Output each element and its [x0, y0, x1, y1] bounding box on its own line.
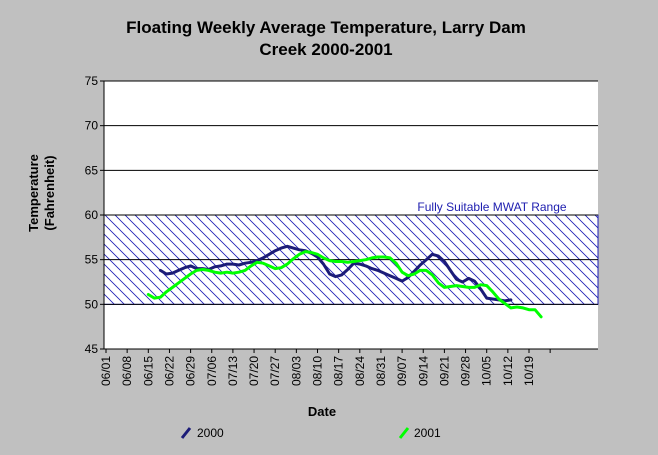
x-tick-label: 06/01	[99, 356, 113, 386]
series-line-2001	[146, 250, 543, 319]
x-tick-label: 07/13	[226, 356, 240, 386]
mwat-band: Fully Suitable MWAT Range	[103, 200, 599, 305]
legend-item-2001: 2001	[398, 426, 441, 440]
x-tick-label: 08/10	[311, 356, 325, 386]
x-ticks: 06/01 06/08 06/15 06/22 06/29 07/06 07/13 07/20…	[99, 349, 551, 386]
x-tick-label: 06/29	[184, 356, 198, 386]
x-tick-label: 07/20	[247, 356, 261, 386]
x-tick-label: 09/21	[437, 356, 451, 386]
legend-swatch-2001	[398, 427, 410, 439]
x-tick-label: 06/15	[141, 356, 155, 386]
x-tick-label: 06/08	[120, 356, 134, 386]
x-tick-label: 07/27	[268, 356, 282, 386]
y-tick-label: 50	[85, 297, 99, 311]
legend-swatch-2000	[180, 427, 192, 439]
x-tick-label: 09/07	[395, 356, 409, 386]
x-tick-label: 10/19	[522, 356, 536, 386]
y-axis-label-line2: (Fahrenheit)	[42, 155, 57, 230]
x-tick-label: 08/03	[289, 356, 303, 386]
legend: 2000 2001	[180, 426, 441, 440]
chart-title-line2: Creek 2000-2001	[259, 40, 392, 59]
y-tick-label: 65	[85, 163, 99, 177]
y-tick-label: 45	[85, 342, 99, 356]
legend-label-2001: 2001	[414, 426, 441, 440]
x-tick-label: 10/05	[480, 356, 494, 386]
y-tick-label: 70	[85, 119, 99, 133]
x-tick-label: 06/22	[162, 356, 176, 386]
x-tick-label: 08/24	[353, 356, 367, 386]
gridlines	[104, 80, 598, 305]
y-tick-label: 60	[85, 208, 99, 222]
x-tick-label: 07/06	[205, 356, 219, 386]
y-axis-label: Temperature (Fahrenheit)	[26, 154, 57, 232]
x-tick-label: 10/12	[501, 356, 515, 386]
chart-title-line1: Floating Weekly Average Temperature, Lar…	[126, 18, 526, 37]
legend-item-2000: 2000	[180, 426, 224, 440]
x-tick-label: 08/17	[332, 356, 346, 386]
y-tick-label: 55	[85, 253, 99, 267]
legend-label-2000: 2000	[197, 426, 224, 440]
y-tick-label: 75	[85, 74, 99, 88]
y-ticks: 45 50 55 60 65 70 75	[85, 74, 104, 356]
series-lines	[146, 244, 543, 319]
mwat-band-label: Fully Suitable MWAT Range	[417, 200, 566, 214]
y-axis-label-line1: Temperature	[26, 154, 41, 232]
series-line-2000	[158, 244, 513, 303]
x-tick-label: 09/14	[416, 356, 430, 386]
x-axis-label: Date	[308, 404, 336, 419]
x-tick-label: 09/28	[459, 356, 473, 386]
x-tick-label: 08/31	[374, 356, 388, 386]
